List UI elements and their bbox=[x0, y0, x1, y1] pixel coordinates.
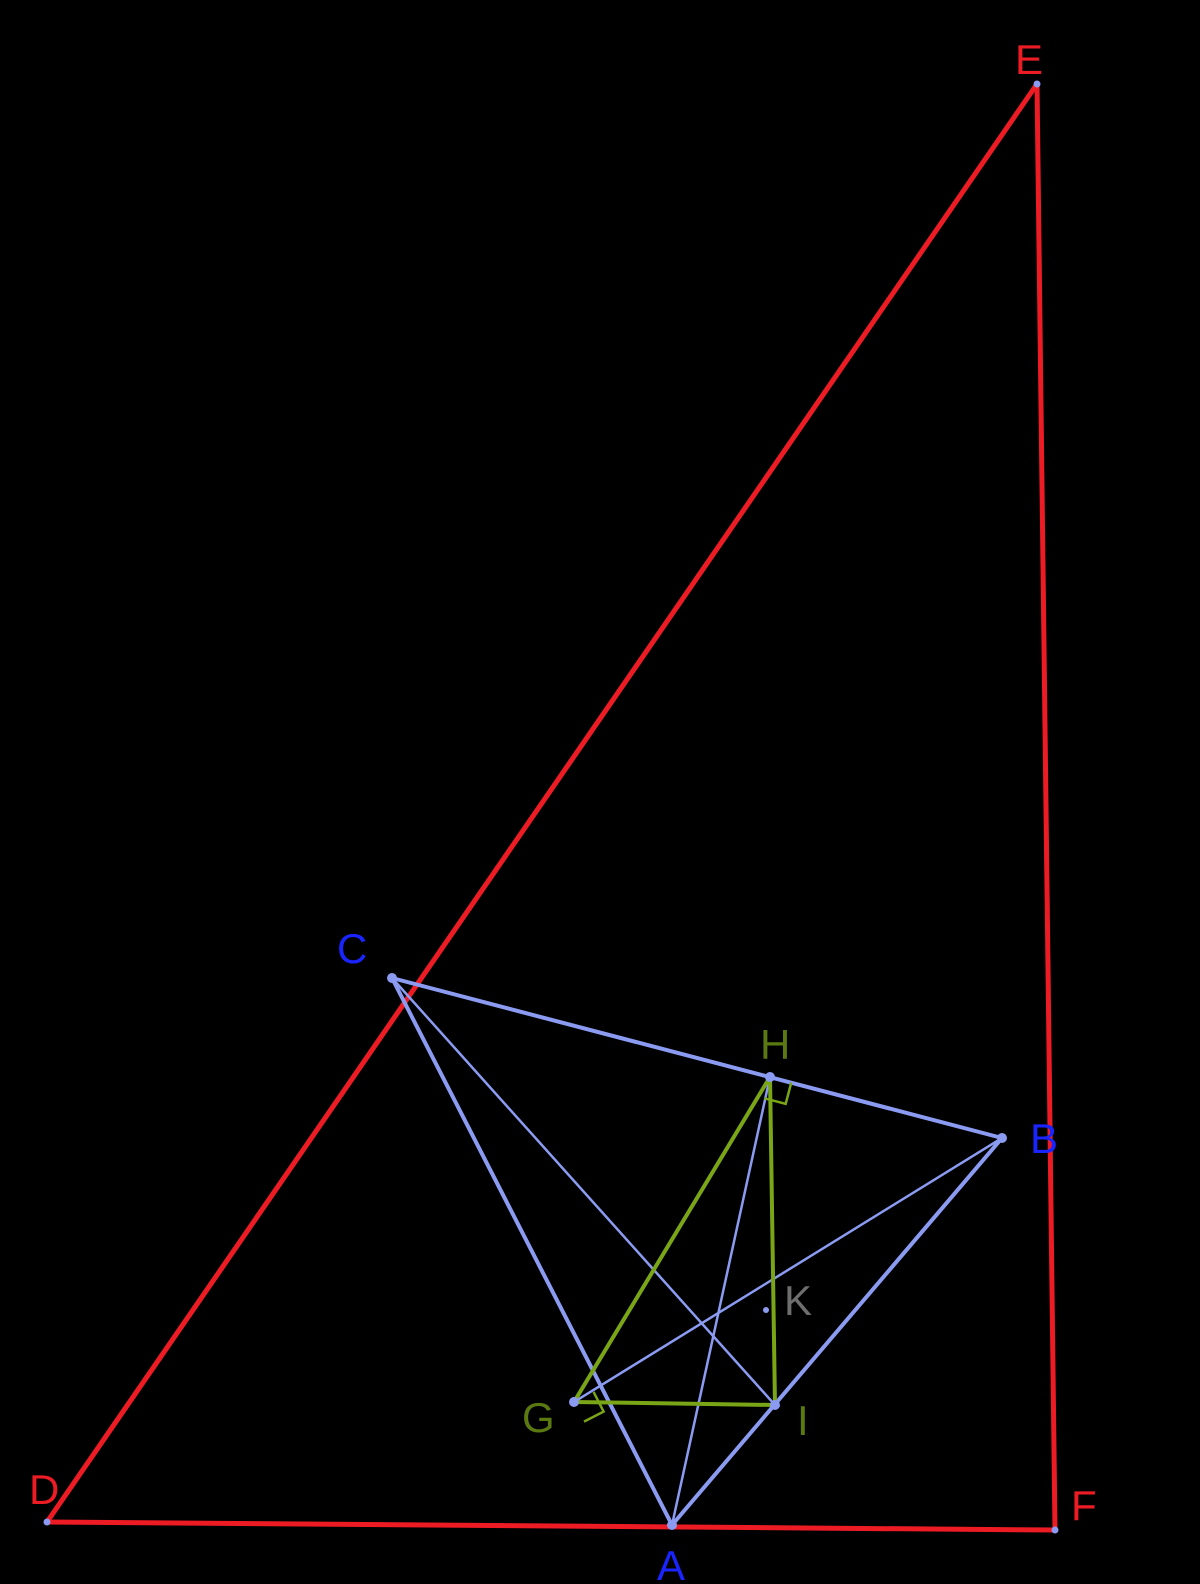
right-angle-marker-G bbox=[584, 1392, 604, 1422]
segment-BG bbox=[574, 1138, 1002, 1402]
label-F: F bbox=[1071, 1482, 1097, 1529]
points-layer bbox=[44, 81, 1059, 1534]
segment-IG bbox=[574, 1402, 775, 1405]
label-E: E bbox=[1015, 36, 1043, 83]
label-G: G bbox=[522, 1394, 555, 1441]
label-B: B bbox=[1030, 1115, 1058, 1162]
segment-EF bbox=[1037, 84, 1055, 1530]
point-C bbox=[387, 973, 397, 983]
segment-DF bbox=[47, 1522, 1055, 1530]
point-K bbox=[763, 1307, 769, 1313]
point-I bbox=[770, 1400, 780, 1410]
right-angle-markers-layer bbox=[584, 1083, 791, 1422]
point-A bbox=[667, 1520, 677, 1530]
label-H: H bbox=[760, 1021, 790, 1068]
point-F bbox=[1052, 1527, 1059, 1534]
segment-AB bbox=[672, 1138, 1002, 1525]
segment-CI bbox=[392, 978, 775, 1405]
label-I: I bbox=[797, 1397, 809, 1444]
segment-GH bbox=[574, 1077, 770, 1402]
label-K: K bbox=[784, 1277, 812, 1324]
label-C: C bbox=[337, 925, 367, 972]
segment-CA bbox=[392, 978, 672, 1525]
geometry-canvas: A B C D E F G H I K bbox=[0, 0, 1200, 1584]
labels-layer: A B C D E F G H I K bbox=[29, 36, 1097, 1584]
segments-layer bbox=[47, 84, 1055, 1530]
segment-AH bbox=[672, 1077, 770, 1525]
label-A: A bbox=[657, 1542, 685, 1584]
point-B bbox=[997, 1133, 1007, 1143]
point-G bbox=[569, 1397, 579, 1407]
segment-BC bbox=[392, 978, 1002, 1138]
point-H bbox=[765, 1072, 775, 1082]
point-D bbox=[44, 1519, 51, 1526]
label-D: D bbox=[29, 1466, 59, 1513]
segment-DE bbox=[47, 84, 1037, 1522]
segment-HI bbox=[770, 1077, 775, 1405]
